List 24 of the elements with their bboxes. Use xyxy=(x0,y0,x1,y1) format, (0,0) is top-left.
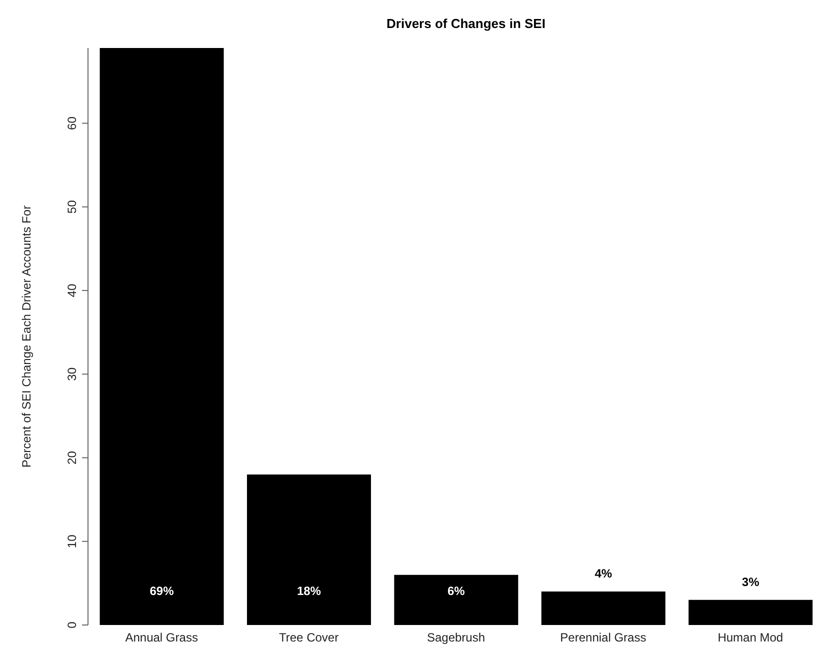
data-label: 69% xyxy=(150,584,174,598)
y-tick-label: 10 xyxy=(65,534,79,548)
y-tick-label: 30 xyxy=(65,367,79,381)
data-label: 6% xyxy=(448,584,466,598)
bar xyxy=(394,574,518,625)
y-tick-label: 40 xyxy=(65,284,79,298)
bar xyxy=(100,48,224,625)
bar xyxy=(541,592,666,625)
x-tick-label: Human Mod xyxy=(718,630,784,645)
bar xyxy=(246,474,371,625)
y-tick-label: 60 xyxy=(65,116,79,130)
x-tick-label: Perennial Grass xyxy=(560,630,646,645)
y-tick-label: 20 xyxy=(65,450,79,464)
bar xyxy=(688,600,813,625)
chart-title: Drivers of Changes in SEI xyxy=(386,15,546,33)
x-tick-label: Sagebrush xyxy=(426,630,486,645)
x-tick-label: Annual Grass xyxy=(125,630,198,645)
x-tick-label: Tree Cover xyxy=(279,630,339,645)
y-tick-label: 0 xyxy=(65,621,79,628)
y-axis-title: Percent of SEI Change Each Driver Accounts For xyxy=(19,205,34,468)
data-label: 3% xyxy=(742,574,760,589)
data-label: 4% xyxy=(594,566,612,581)
data-label: 18% xyxy=(296,584,322,598)
y-tick-label: 50 xyxy=(65,200,79,214)
